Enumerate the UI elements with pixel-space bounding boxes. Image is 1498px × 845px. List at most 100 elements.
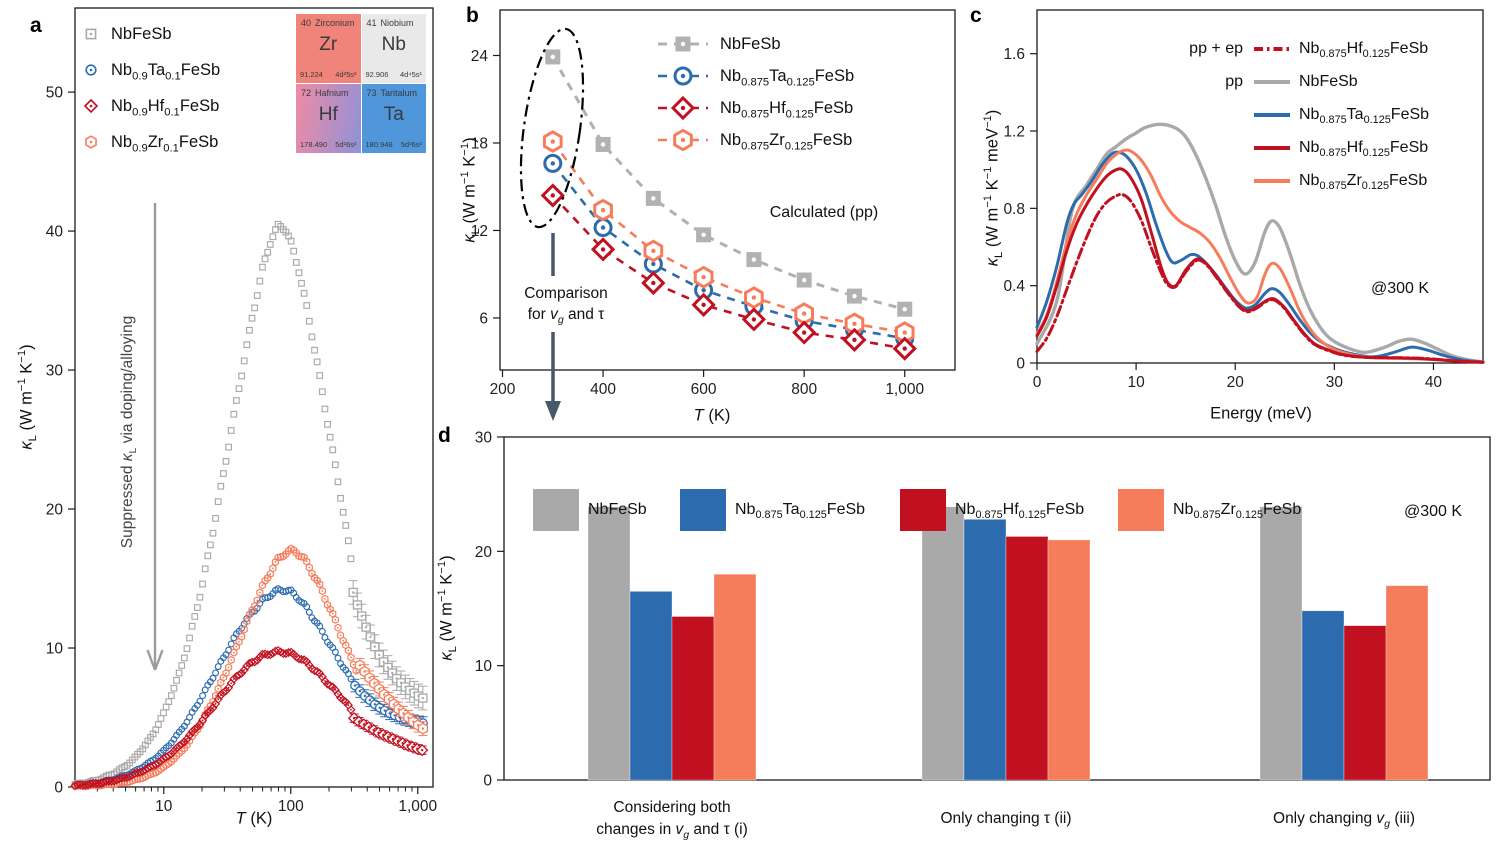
panel-a-series-Nb0.9Zr0.1FeSb	[71, 544, 429, 791]
legend-label: Nb0.9Hf0.1FeSb	[111, 96, 220, 118]
svg-text:100: 100	[278, 798, 304, 815]
periodic-table-inset: 40 Zirconium Zr 91.224 4d²5s² 41 Niobium Nb 92.9…	[296, 14, 426, 153]
element-mass-config: 92.906 4d⁴5s¹	[365, 70, 423, 79]
panel-a-series-Nb0.9Hf0.1FeSb	[70, 645, 429, 791]
legend-label: Nb0.875Zr0.125FeSb	[1299, 171, 1428, 192]
panel-c-x-axis-label: Energy (meV)	[1210, 404, 1312, 423]
panel-b-legend: NbFeSb Nb0.875Ta0.125FeSb Nb0.875Hf0.125Fe…	[656, 28, 854, 156]
panel-c-curve-Nb0.875Hf0.125FeSb (pp)	[1035, 167, 1485, 364]
panel-d-legend-item-0: NbFeSb	[533, 489, 647, 531]
group-label-both-line1: Considering both	[613, 799, 731, 816]
panel-b-series-Nb0.875Zr0.125FeSb	[542, 130, 915, 344]
legend-label: Nb0.9Zr0.1FeSb	[111, 132, 219, 154]
panel-c-curve-NbFeSb (pp)	[1035, 122, 1485, 364]
panel-c-letter: c	[970, 4, 982, 27]
comparison-ellipse	[519, 27, 585, 229]
comparison-annotation: Comparison for vg and τ	[524, 283, 608, 325]
element-mass-config: 180.948 5d³6s²	[365, 140, 423, 149]
legend-label: Nb0.875Hf0.125FeSb	[720, 98, 854, 120]
element-tile-Zr: 40 Zirconium Zr 91.224 4d²5s²	[296, 14, 361, 83]
panel-c-series	[1035, 122, 1485, 364]
svg-text:0.8: 0.8	[1003, 201, 1025, 218]
legend-label: Nb0.875Zr0.125FeSb	[1173, 501, 1302, 522]
svg-text:0.4: 0.4	[1003, 278, 1025, 295]
panel-a-legend-item-1: Nb0.9Ta0.1FeSb	[80, 52, 220, 88]
svg-text:40: 40	[1425, 374, 1443, 391]
element-number-name: 72 Hafnium	[301, 88, 349, 98]
element-number-name: 73 Tantalum	[366, 88, 418, 98]
element-mass-config: 178.490 5d²6s²	[300, 140, 357, 149]
element-mass-config: 91.224 4d²5s²	[300, 70, 357, 79]
panel-b-legend-item-3: Nb0.875Zr0.125FeSb	[656, 124, 854, 156]
panel-a-y-axis-label: κL (W m−1 K−1)	[16, 344, 39, 450]
group-label-vg: Only changing vg (iii)	[1273, 810, 1415, 831]
svg-text:1.6: 1.6	[1003, 46, 1025, 63]
legend-prefix: pp + ep	[1189, 39, 1243, 57]
legend-label: Nb0.875Ta0.125FeSb	[735, 501, 866, 522]
legend-label: NbFeSb	[1299, 72, 1358, 90]
legend-label: Nb0.875Zr0.125FeSb	[720, 130, 853, 152]
panel-c-y-axis-label: κL (W m−1 K−1 meV−1)	[982, 109, 1005, 267]
svg-text:50: 50	[46, 85, 64, 102]
legend-label: Nb0.875Hf0.125FeSb	[1299, 39, 1429, 60]
svg-text:10: 10	[46, 641, 64, 658]
panel-b-frame-and-axes: 200 400 600 800 1,000 6 12 18 24	[471, 9, 956, 398]
panel-a-frame-and-axes: 10 100 1,000 0 10 20 30 40 50	[46, 7, 438, 815]
legend-label: NbFeSb	[111, 24, 172, 43]
panel-d-temperature-annotation: @300 K	[1403, 503, 1463, 520]
svg-text:12: 12	[471, 223, 488, 240]
svg-text:20: 20	[46, 502, 64, 519]
group-label-both-line2: changes in vg and τ (i)	[596, 821, 748, 842]
legend-label: NbFeSb	[720, 34, 781, 53]
panel-b-y-axis-label: κL (W m−1 K−1)	[459, 137, 482, 243]
svg-text:1,000: 1,000	[398, 798, 437, 815]
group-label-tau: Only changing τ (ii)	[940, 810, 1072, 827]
panel-a-series-NbFeSb	[71, 220, 428, 788]
element-tile-Ta: 73 Tantalum Ta 180.948 5d³6s²	[361, 84, 426, 153]
panel-b-letter: b	[466, 4, 479, 27]
calculated-pp-annotation: Calculated (pp)	[769, 204, 879, 221]
panel-d-bars-Nb0.875Ta0.125FeSb	[629, 519, 1345, 781]
legend-prefix: pp	[1225, 72, 1243, 90]
suppression-arrow	[146, 203, 164, 671]
svg-text:0: 0	[1016, 356, 1025, 373]
svg-text:24: 24	[471, 48, 489, 65]
panel-d-legend-item-1: Nb0.875Ta0.125FeSb	[680, 489, 865, 531]
element-symbol: Nb	[381, 34, 406, 55]
svg-text:0: 0	[54, 780, 63, 797]
svg-text:30: 30	[1326, 374, 1344, 391]
panel-c-frame-and-axes: 0 10 20 30 40 0 0.4 0.8 1.2 1.6	[1003, 9, 1484, 391]
svg-text:800: 800	[791, 381, 817, 398]
panel-a-letter: a	[30, 14, 42, 37]
panel-c-legend-item-1: pp NbFeSb	[1120, 65, 1429, 98]
group-label-both: Considering both changes in vg and τ (i)	[596, 797, 748, 841]
legend-label: Nb0.875Ta0.125FeSb	[720, 66, 855, 88]
panel-b-legend-item-1: Nb0.875Ta0.125FeSb	[656, 60, 854, 92]
svg-text:10: 10	[155, 798, 173, 815]
legend-label: Nb0.875Hf0.125FeSb	[955, 501, 1085, 522]
panel-a-legend-item-2: Nb0.9Hf0.1FeSb	[80, 88, 220, 124]
element-symbol: Ta	[383, 104, 404, 125]
svg-text:1.2: 1.2	[1003, 124, 1025, 141]
svg-text:20: 20	[475, 544, 493, 561]
panel-b-series-Nb0.875Hf0.125FeSb	[540, 183, 917, 361]
svg-text:200: 200	[490, 381, 516, 398]
panel-c-curve-Nb0.875Hf0.125FeSb (pp + ep)	[1035, 192, 1485, 364]
panel-d-legend-item-2: Nb0.875Hf0.125FeSb	[900, 489, 1084, 531]
svg-text:1,000: 1,000	[885, 381, 924, 398]
comparison-line2: for vg and τ	[527, 306, 605, 327]
svg-text:10: 10	[1127, 374, 1145, 391]
panel-a-legend-item-0: NbFeSb	[80, 16, 220, 52]
element-tile-Hf: 72 Hafnium Hf 178.490 5d²6s²	[296, 84, 361, 153]
panel-c-legend-item-3: Nb0.875Hf0.125FeSb	[1120, 131, 1429, 164]
panel-d-legend-item-3: Nb0.875Zr0.125FeSb	[1118, 489, 1301, 531]
svg-text:400: 400	[590, 381, 616, 398]
svg-text:0: 0	[483, 773, 492, 790]
svg-text:30: 30	[475, 430, 493, 447]
panel-a-legend: NbFeSb Nb0.9Ta0.1FeSb Nb0.9Hf0.1FeSb Nb0.9Z…	[80, 16, 220, 160]
panel-c-legend-item-4: Nb0.875Zr0.125FeSb	[1120, 164, 1429, 197]
element-symbol: Zr	[319, 34, 338, 55]
panel-b-series-NbFeSb	[545, 49, 913, 317]
